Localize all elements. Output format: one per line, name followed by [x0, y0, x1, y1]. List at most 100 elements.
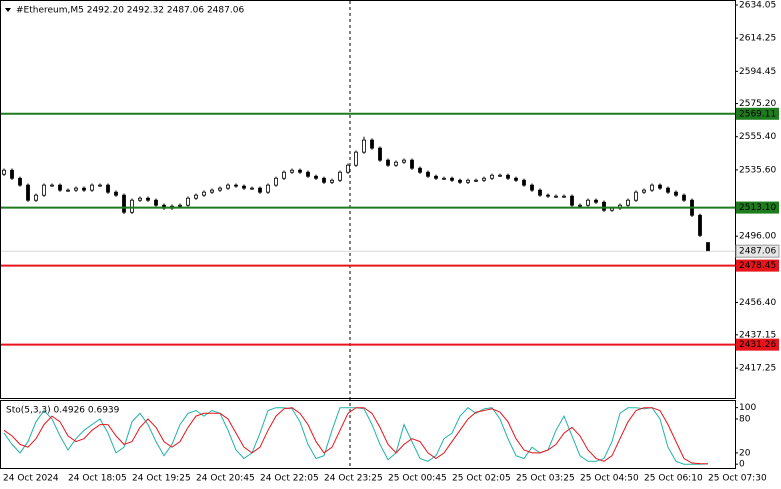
x-tick-label: 24 Oct 18:05 — [68, 474, 127, 484]
candle-body — [90, 184, 94, 191]
candle-body — [386, 159, 390, 166]
candle-body — [594, 199, 598, 203]
candle-body — [450, 177, 454, 181]
level-label: 2431.26 — [739, 340, 776, 350]
candle-body — [418, 167, 422, 173]
candle-body — [306, 171, 310, 177]
candle-body — [490, 174, 494, 179]
candle-body — [226, 184, 230, 189]
candle-body — [146, 197, 150, 201]
candle-body — [426, 171, 430, 177]
y-tick-label: 20 — [739, 448, 751, 458]
candle-body — [10, 169, 14, 179]
candle-body — [466, 179, 470, 183]
x-tick-label: 24 Oct 22:05 — [260, 474, 319, 484]
x-tick-label: 25 Oct 07:30 — [708, 474, 767, 484]
x-tick-label: 25 Oct 02:05 — [452, 474, 511, 484]
candle-body — [570, 195, 574, 206]
candle-body — [410, 159, 414, 169]
candle-body — [82, 187, 86, 191]
candle-body — [194, 194, 198, 199]
candle-body — [202, 191, 206, 196]
candle-body — [634, 191, 638, 201]
y-tick-label: 2496.00 — [739, 232, 776, 242]
candle-body — [66, 189, 70, 192]
candle-body — [2, 169, 6, 175]
x-tick-label: 24 Oct 19:25 — [132, 474, 191, 484]
candle-body — [458, 179, 462, 183]
candle-body — [18, 177, 22, 186]
candle-body — [562, 195, 566, 198]
level-label-box — [736, 259, 779, 272]
main-panel-frame — [0, 0, 736, 399]
candle-body — [642, 189, 646, 193]
x-tick-label: 25 Oct 03:25 — [516, 474, 575, 484]
x-tick-label: 24 Oct 20:45 — [196, 474, 255, 484]
candle-body — [474, 179, 478, 182]
indicator-title: Sto(5,3,3) 0.4926 0.6939 — [6, 406, 120, 416]
candle-body — [234, 184, 238, 187]
candle-body — [682, 194, 686, 201]
candle-body — [290, 169, 294, 173]
candle-body — [154, 199, 158, 206]
y-tick-label: 2417.25 — [739, 364, 776, 374]
candle-body — [346, 164, 350, 173]
candle-body — [338, 171, 342, 181]
candle-body — [330, 179, 334, 183]
candle-body — [546, 194, 550, 197]
y-tick-label: 100 — [739, 403, 756, 413]
y-tick-label: 2614.25 — [739, 34, 776, 44]
y-tick-label: 2594.45 — [739, 67, 776, 77]
candle-body — [298, 169, 302, 173]
candle-body — [666, 187, 670, 193]
last-price-box — [735, 244, 780, 258]
x-tick-label: 24 Oct 2024 — [3, 474, 59, 484]
candle-body — [506, 174, 510, 179]
candle-body — [586, 199, 590, 206]
chart-title: #Ethereum,M5 2492.20 2492.32 2487.06 248… — [16, 6, 244, 16]
candle-body — [482, 177, 486, 181]
menu-icon[interactable] — [5, 8, 11, 12]
candle-body — [178, 204, 182, 207]
candle-body — [314, 175, 318, 179]
candle-body — [602, 201, 606, 211]
x-tick-label: 25 Oct 00:45 — [388, 474, 447, 484]
candle-body — [50, 184, 54, 187]
y-tick-label: 2575.20 — [739, 99, 776, 109]
oscillator-panel-frame — [0, 400, 736, 469]
candle-body — [282, 171, 286, 179]
candle-body — [522, 179, 526, 186]
candle-body — [34, 194, 38, 201]
y-tick-label: 2456.40 — [739, 298, 776, 308]
candle-body — [706, 242, 710, 252]
candle-body — [434, 175, 438, 179]
candle-body — [370, 139, 374, 149]
y-tick-label: 0 — [739, 460, 745, 470]
candle-body — [658, 184, 662, 189]
y-tick-label: 2634.05 — [739, 1, 776, 11]
candle-body — [514, 177, 518, 181]
candle-body — [354, 151, 358, 166]
candle-body — [122, 194, 126, 213]
candle-body — [442, 177, 446, 180]
candle-body — [530, 184, 534, 191]
candle-body — [362, 139, 366, 153]
candle-body — [498, 174, 502, 177]
level-label-box — [736, 201, 779, 214]
y-tick-label: 2555.40 — [739, 132, 776, 142]
candle-body — [538, 189, 542, 196]
candle-body — [274, 177, 278, 186]
candle-body — [266, 184, 270, 193]
candle-body — [74, 187, 78, 191]
level-label: 2513.10 — [739, 203, 776, 213]
candle-body — [106, 184, 110, 193]
candle-body — [114, 191, 118, 196]
level-label-box — [736, 107, 779, 120]
y-tick-label: 2437.15 — [739, 330, 776, 340]
y-tick-label: 80 — [739, 414, 751, 424]
level-label: 2569.11 — [739, 109, 776, 119]
level-label: 2478.45 — [739, 261, 776, 271]
candle-body — [674, 191, 678, 196]
